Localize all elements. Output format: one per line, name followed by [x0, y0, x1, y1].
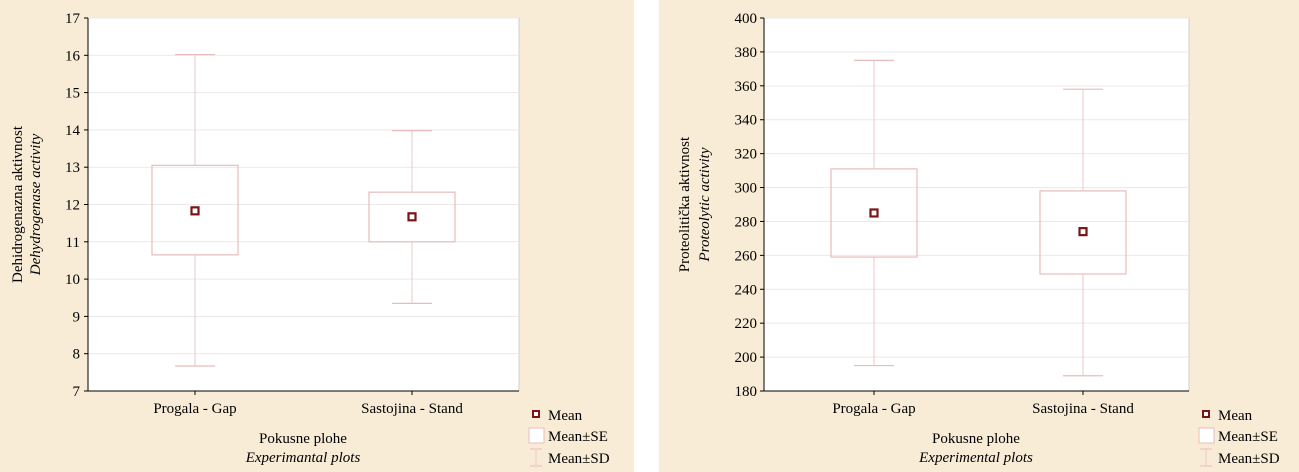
legend-mean-marker: [1202, 410, 1210, 418]
x-axis-title: Pokusne plohe: [259, 431, 347, 447]
x-tick-label: Progala - Gap: [832, 401, 915, 417]
legend-mean-marker: [532, 410, 540, 418]
se-box: [151, 164, 239, 256]
y-tick-label: 8: [73, 347, 81, 363]
x-axis-title-italic: Experimental plots: [918, 450, 1033, 466]
y-tick-label: 16: [65, 48, 81, 64]
legend-mean-label: Mean: [1218, 408, 1253, 424]
y-tick-label: 240: [735, 282, 758, 298]
y-tick-label: 9: [73, 309, 81, 325]
legend-se-box: [528, 427, 545, 444]
x-tick-label: Sastojina - Stand: [361, 401, 463, 417]
y-axis-title: Proteolitička aktivnost: [677, 136, 693, 272]
y-tick-label: 340: [735, 113, 758, 129]
y-tick-label: 360: [735, 79, 758, 95]
box-1: [1039, 88, 1127, 377]
y-tick-label: 400: [735, 11, 758, 27]
x-tick-label: Progala - Gap: [153, 401, 236, 417]
x-tick-label: Sastojina - Stand: [1032, 401, 1134, 417]
y-tick-label: 13: [65, 160, 80, 176]
se-box: [1039, 190, 1127, 275]
y-tick-label: 180: [735, 384, 758, 400]
plot-area: [763, 17, 1190, 392]
legend-se-label: Mean±SE: [1218, 429, 1278, 445]
y-tick-label: 220: [735, 316, 758, 332]
legend-se-label: Mean±SE: [548, 429, 608, 445]
y-tick-label: 12: [65, 198, 80, 214]
legend: Mean Mean±SE Mean±SD: [528, 408, 610, 467]
box-0: [830, 59, 918, 367]
y-tick-label: 15: [65, 86, 80, 102]
box-1: [368, 130, 456, 304]
y-tick-label: 10: [65, 272, 80, 288]
y-tick-label: 260: [735, 248, 758, 264]
chart-dehydrogenase: 7 8 9 10 11 12 13 14 15 16 17 Progala - Gap Sastojin…: [0, 0, 634, 472]
se-box: [830, 168, 918, 258]
y-tick-label: 17: [65, 11, 81, 27]
legend-se-box: [1198, 427, 1215, 444]
y-tick-label: 7: [73, 384, 81, 400]
legend-sd-label: Mean±SD: [1218, 451, 1280, 467]
mean-marker: [190, 206, 200, 216]
y-axis-title-italic: Proteolytic activity: [697, 147, 713, 262]
y-tick-label: 14: [65, 123, 81, 139]
y-tick-label: 200: [735, 350, 758, 366]
chart-proteolytic: 180 200 220 240 260 280 300 320 340 360 380 400 Prog…: [659, 0, 1299, 472]
legend: Mean Mean±SE Mean±SD: [1198, 408, 1280, 467]
y-tick-label: 380: [735, 45, 758, 61]
legend-sd-label: Mean±SD: [548, 451, 610, 467]
y-axis-title: Dehidrogenazna aktivnost: [10, 125, 26, 283]
x-axis-title: Pokusne plohe: [932, 431, 1020, 447]
y-tick-label: 300: [735, 181, 758, 197]
legend-mean-label: Mean: [548, 408, 583, 424]
se-box: [368, 191, 456, 243]
y-tick-label: 320: [735, 147, 758, 163]
box-0: [151, 53, 239, 367]
y-tick-label: 11: [66, 235, 80, 251]
mean-marker: [1078, 227, 1088, 237]
y-tick-label: 280: [735, 214, 758, 230]
mean-marker: [407, 212, 417, 222]
mean-marker: [869, 208, 879, 218]
y-axis-title-italic: Dehydrogenase activity: [28, 133, 44, 276]
x-axis-title-italic: Experimantal plots: [245, 450, 361, 466]
